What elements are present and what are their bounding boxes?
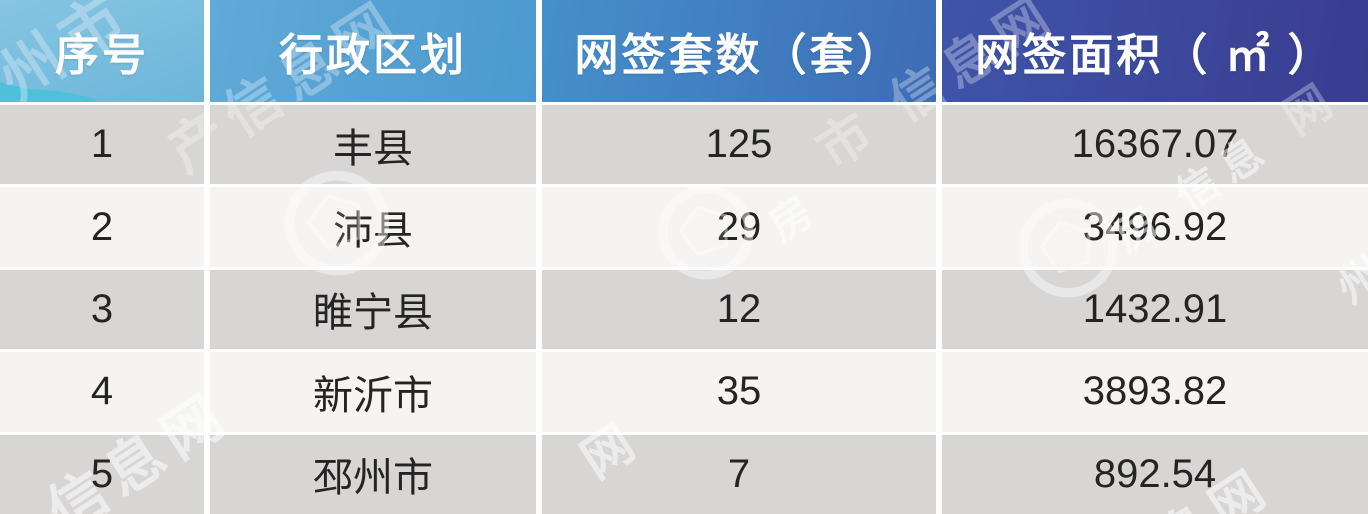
serial-cell: 1 [0, 105, 204, 185]
serial-cell: 4 [0, 352, 204, 432]
units-cell: 125 [542, 105, 936, 185]
header-district: 行政区划 [210, 0, 536, 102]
area-cell: 892.54 [942, 434, 1368, 514]
units-cell: 12 [542, 269, 936, 350]
serial-cell: 5 [0, 434, 204, 514]
header-units: 网签套数（套） [542, 0, 936, 102]
area-cell: 1432.91 [942, 269, 1368, 350]
serial-cell: 3 [0, 269, 204, 350]
district-cell: 邳州市 [210, 434, 536, 514]
area-cell: 3496.92 [942, 187, 1368, 267]
district-cell: 丰县 [210, 105, 536, 185]
header-serial-number: 序号 [0, 0, 204, 102]
header-area: 网签面积（ ㎡ ） [942, 0, 1368, 102]
district-cell: 沛县 [210, 187, 536, 267]
units-cell: 29 [542, 187, 936, 267]
serial-cell: 2 [0, 187, 204, 267]
units-cell: 35 [542, 352, 936, 432]
district-cell: 睢宁县 [210, 269, 536, 350]
district-cell: 新沂市 [210, 352, 536, 432]
units-cell: 7 [542, 434, 936, 514]
area-cell: 16367.07 [942, 105, 1368, 185]
area-cell: 3893.82 [942, 352, 1368, 432]
